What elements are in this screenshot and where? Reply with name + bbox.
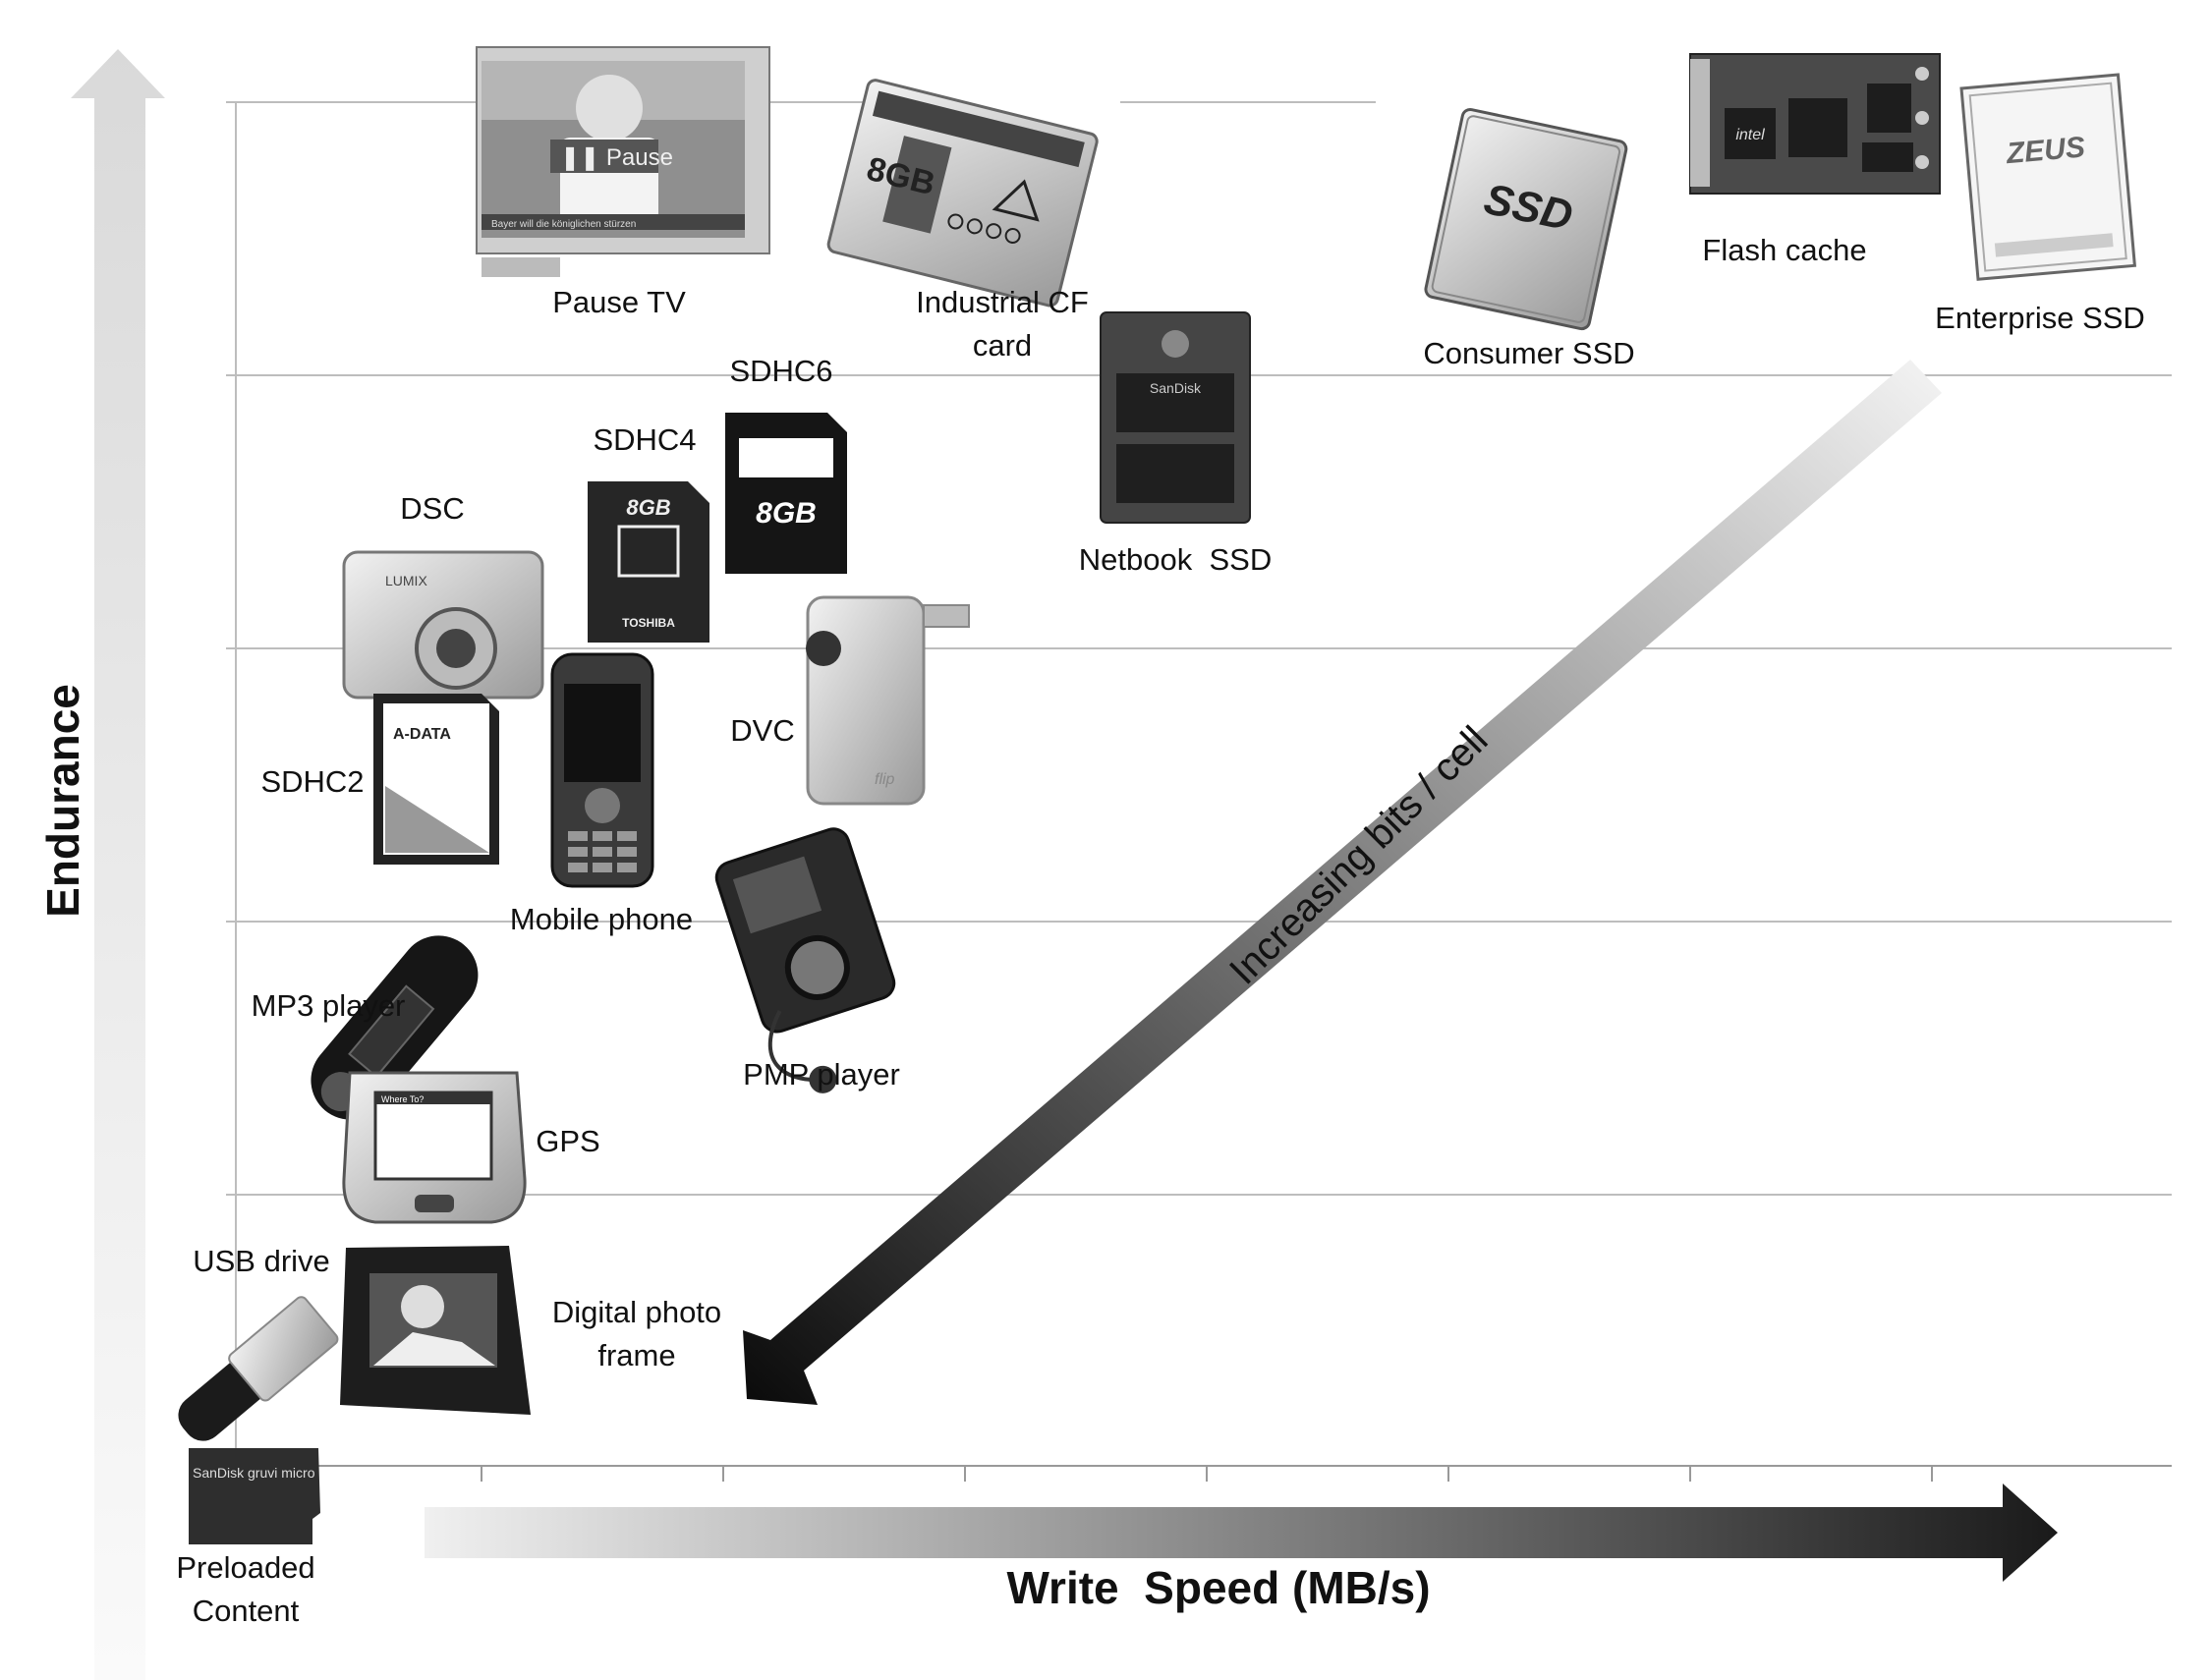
label-pmp-player: PMP player bbox=[743, 1057, 900, 1092]
pause-caption: Bayer will die königlichen stürzen bbox=[491, 219, 636, 230]
netbook-chip-text: SanDisk bbox=[1150, 380, 1202, 396]
bits-per-cell-arrow bbox=[743, 360, 1942, 1405]
x-ticks bbox=[481, 1466, 1933, 1482]
label-netbook-ssd: Netbook SSD bbox=[1079, 542, 1272, 577]
flash-cache-chip-text: intel bbox=[1735, 127, 1765, 143]
label-pause-tv: Pause TV bbox=[552, 285, 686, 319]
label-sdhc6: SDHC6 bbox=[729, 354, 832, 388]
sdhc4-capacity: 8GB bbox=[626, 495, 670, 520]
label-gps: GPS bbox=[536, 1124, 599, 1158]
sdhc6-image: 8GB bbox=[725, 413, 847, 574]
y-axis-arrow bbox=[71, 49, 165, 1680]
label-preloaded-content: Preloaded bbox=[176, 1550, 314, 1585]
dvc-brand: flip bbox=[875, 771, 895, 788]
label-mobile-phone: Mobile phone bbox=[510, 902, 693, 936]
gps-image: Where To? bbox=[342, 1071, 527, 1224]
dsc-brand: LUMIX bbox=[385, 573, 427, 588]
netbook-ssd-image: SanDisk bbox=[1100, 311, 1251, 524]
pause-text: ❚❚ Pause bbox=[560, 144, 673, 171]
label-digital-photo-frame: Digital photo bbox=[552, 1295, 721, 1329]
grid-lines bbox=[226, 101, 2172, 1467]
sdhc2-brand: A-DATA bbox=[393, 726, 451, 743]
sdhc2-image: A-DATA bbox=[373, 694, 499, 865]
consumer-ssd-image: SSD bbox=[1424, 107, 1628, 331]
gps-screen-text: Where To? bbox=[381, 1094, 424, 1104]
microsd-text: SanDisk gruvi micro bbox=[193, 1465, 315, 1481]
label-flash-cache: Flash cache bbox=[1702, 233, 1866, 267]
enterprise-ssd-logo: ZEUS bbox=[2005, 131, 2087, 170]
label-industrial-cf-line2: card bbox=[973, 328, 1032, 363]
digital-photo-frame-image bbox=[340, 1246, 531, 1415]
device-labels: Pause TV Industrial CF card Consumer SSD… bbox=[176, 233, 2144, 1628]
x-axis-label: Write Speed (MB/s) bbox=[1006, 1562, 1430, 1613]
label-dvc: DVC bbox=[730, 713, 794, 748]
pmp-player-image bbox=[714, 827, 896, 1093]
dvc-image: flip bbox=[806, 595, 970, 806]
label-sdhc2: SDHC2 bbox=[260, 764, 364, 799]
mobile-phone-image bbox=[550, 652, 654, 888]
label-sdhc4: SDHC4 bbox=[593, 422, 696, 457]
label-usb-drive: USB drive bbox=[193, 1244, 330, 1278]
label-consumer-ssd: Consumer SSD bbox=[1423, 336, 1634, 370]
label-industrial-cf: Industrial CF bbox=[916, 285, 1089, 319]
label-enterprise-ssd: Enterprise SSD bbox=[1935, 301, 2145, 335]
industrial-cf-image: 8GB bbox=[826, 79, 1099, 308]
flash-cache-image: intel bbox=[1689, 53, 1941, 195]
usb-drive-image bbox=[178, 1296, 339, 1441]
dsc-image: LUMIX bbox=[342, 550, 544, 700]
x-axis-arrow bbox=[425, 1484, 2058, 1582]
sdhc4-image: 8GB TOSHIBA bbox=[588, 481, 709, 643]
preloaded-content-image: SanDisk gruvi micro bbox=[189, 1448, 320, 1544]
enterprise-ssd-image: ZEUS bbox=[1959, 73, 2137, 281]
label-preloaded-content-line2: Content bbox=[193, 1594, 300, 1628]
pause-tv-image: ❚❚ Pause Bayer will die königlichen stür… bbox=[476, 46, 770, 277]
diagonal-label: Increasing bits / cell bbox=[1221, 718, 1497, 993]
label-digital-photo-frame-line2: frame bbox=[597, 1338, 675, 1372]
y-axis-label: Endurance bbox=[37, 684, 88, 918]
label-mp3-player: MP3 player bbox=[252, 988, 406, 1023]
sdhc6-capacity: 8GB bbox=[756, 497, 817, 530]
label-dsc: DSC bbox=[400, 491, 464, 526]
sdhc4-brand: TOSHIBA bbox=[622, 616, 675, 630]
